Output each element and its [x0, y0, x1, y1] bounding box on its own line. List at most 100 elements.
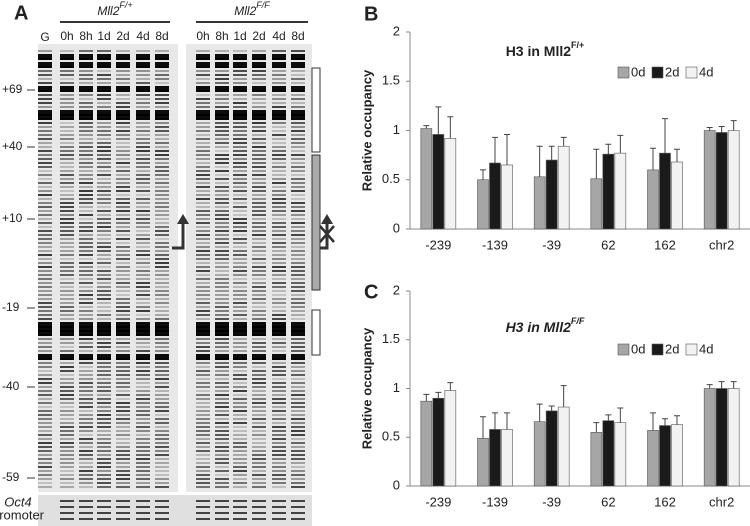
gel-band: [215, 318, 229, 320]
gel-band: [215, 246, 229, 248]
gel-band: [97, 486, 111, 488]
legend-label: 0d: [631, 341, 645, 356]
gel-band: [291, 486, 305, 488]
gel-band: [60, 298, 74, 300]
gel-band: [252, 338, 266, 340]
gel-band: [233, 246, 247, 248]
gel-band: [215, 266, 229, 268]
gel-band: [272, 378, 286, 380]
gel-band: [233, 74, 247, 76]
gel-band: [79, 414, 93, 416]
legend-label: 4d: [699, 64, 713, 79]
gel-band: [136, 314, 150, 316]
gel-band: [136, 142, 150, 144]
gel-band: [233, 506, 247, 508]
gel-band: [116, 370, 130, 372]
gel-band: [97, 130, 111, 132]
legend-swatch: [617, 343, 630, 356]
gel-band: [116, 318, 130, 320]
gel-band: [97, 286, 111, 288]
gel-band: [272, 82, 286, 84]
gel-band: [155, 270, 169, 272]
gel-band: [196, 512, 210, 514]
gel-band: [60, 294, 74, 296]
gel-band: [38, 282, 52, 284]
gel-band: [79, 102, 93, 104]
gel-band: [291, 182, 305, 184]
gel-band: [116, 50, 130, 52]
gel-band: [196, 58, 210, 60]
gel-band: [291, 294, 305, 296]
gel-band: [291, 350, 305, 352]
gel-band: [38, 314, 52, 316]
gel-band: [79, 62, 93, 68]
gel-band: [155, 402, 169, 404]
gel-band: [291, 466, 305, 468]
gel-band: [196, 50, 210, 52]
gel-band: [215, 214, 229, 216]
gel-band: [136, 466, 150, 468]
gel-band: [79, 274, 93, 276]
y-tick-label: 1: [393, 380, 400, 395]
gel-band: [252, 102, 266, 104]
gel-band: [116, 142, 130, 144]
gel-band: [252, 234, 266, 236]
gel-band: [116, 470, 130, 472]
gel-band: [116, 326, 130, 332]
gel-band: [79, 282, 93, 284]
gel-band: [136, 70, 150, 72]
gel-band: [97, 126, 111, 128]
gel-band: [38, 410, 52, 412]
gel-band: [155, 226, 169, 228]
gel-band: [116, 394, 130, 396]
gel-band: [272, 94, 286, 96]
gel-band: [215, 322, 229, 328]
gel-band: [136, 198, 150, 200]
error-bar: [548, 405, 555, 411]
gel-band: [60, 262, 74, 264]
gel-band: [291, 194, 305, 196]
gel-band: [272, 278, 286, 280]
gel-band: [97, 258, 111, 260]
gel-band: [155, 138, 169, 140]
position-label: +10: [2, 211, 23, 225]
gel-band: [136, 354, 150, 360]
gel-band: [196, 198, 210, 200]
gel-band: [136, 402, 150, 404]
gel-band: [272, 214, 286, 216]
gel-band: [79, 178, 93, 180]
gel-band: [272, 250, 286, 252]
gel-band: [196, 162, 210, 164]
gel-band: [215, 126, 229, 128]
gel-band: [196, 62, 210, 68]
gel-band: [116, 74, 130, 76]
gel-band: [252, 114, 266, 120]
gel-band: [38, 354, 52, 360]
gel-band: [38, 438, 52, 440]
gel-band: [196, 338, 210, 340]
gel-band: [196, 270, 210, 272]
gel-band: [252, 150, 266, 152]
gel-band: [79, 286, 93, 288]
gel-band: [116, 206, 130, 208]
gel-band: [79, 418, 93, 420]
gel-band: [136, 370, 150, 372]
gel-band: [155, 166, 169, 168]
gel-band: [38, 298, 52, 300]
gel-band: [60, 466, 74, 468]
gel-band: [79, 302, 93, 304]
gel-band: [136, 322, 150, 328]
gel-band: [215, 78, 229, 80]
gel-band: [60, 486, 74, 488]
gel-band: [272, 330, 286, 336]
gel-band: [272, 154, 286, 156]
gel-band: [136, 458, 150, 460]
gel-band: [116, 322, 130, 328]
gel-band: [116, 342, 130, 344]
gel-band: [38, 158, 52, 160]
gel-band: [79, 158, 93, 160]
gel-band: [116, 398, 130, 400]
gel-band: [155, 366, 169, 368]
gel-band: [60, 78, 74, 80]
gel-band: [252, 50, 266, 52]
